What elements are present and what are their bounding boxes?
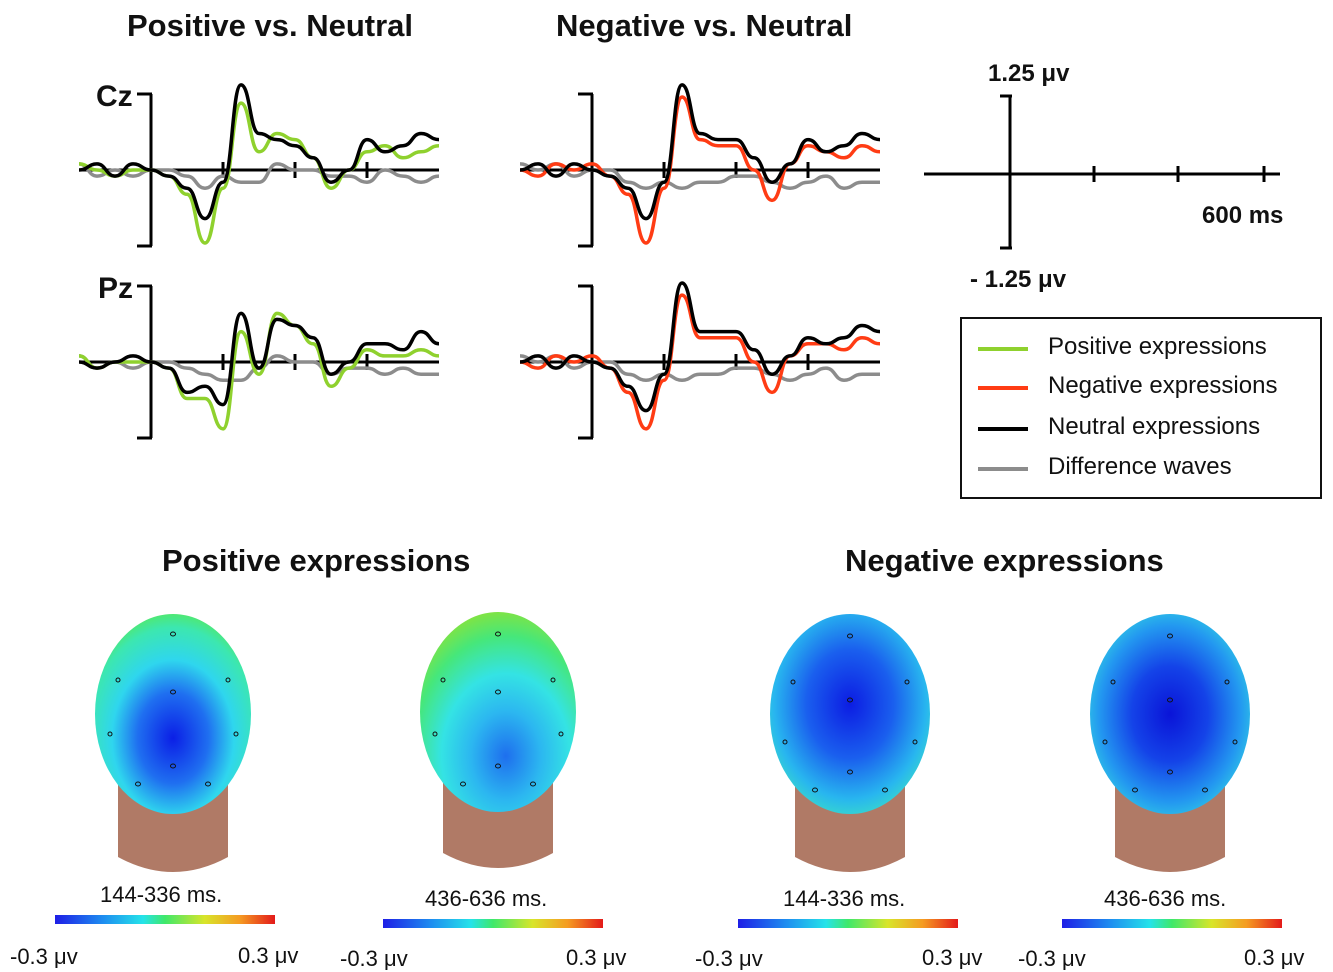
- title-negative-vs-neutral: Negative vs. Neutral: [556, 8, 853, 43]
- series-line-negative-expressions: [519, 293, 881, 431]
- legend-swatch-positive: [978, 347, 1028, 351]
- colorbar: [383, 919, 603, 928]
- topomap-positive-early: [95, 614, 251, 872]
- electrode-label-cz: Cz: [96, 80, 133, 113]
- title-negative-expressions: Negative expressions: [845, 543, 1164, 578]
- topomap-positive-late: [420, 612, 576, 868]
- colorbar-min-label: -0.3 μv: [340, 946, 408, 971]
- legend-item-positive: Positive expressions: [962, 329, 1320, 369]
- series-line-difference-waves: [519, 354, 880, 382]
- erp-panel-positive-pz: [78, 284, 440, 440]
- colorbar-max-label: 0.3 μv: [238, 943, 299, 968]
- legend-label: Neutral expressions: [1048, 413, 1261, 440]
- scale-time-label: 600 ms: [1202, 202, 1284, 229]
- topomap-time-window: 144-336 ms.: [100, 882, 223, 907]
- electrode-label-pz: Pz: [98, 272, 134, 305]
- topomap-time-window: 436-636 ms.: [1104, 886, 1227, 911]
- colorbar-min-label: -0.3 μv: [10, 944, 78, 969]
- colorbar-max-label: 0.3 μv: [922, 945, 983, 970]
- legend-label: Difference waves: [1048, 453, 1232, 480]
- colorbar: [738, 919, 958, 928]
- title-positive-vs-neutral: Positive vs. Neutral: [127, 8, 414, 43]
- legend-item-difference: Difference waves: [962, 449, 1320, 489]
- series-line-difference-waves: [78, 162, 440, 190]
- legend: Positive expressions Negative expression…: [960, 317, 1322, 499]
- title-positive-expressions: Positive expressions: [162, 543, 471, 578]
- colorbar-min-label: -0.3 μv: [695, 946, 763, 971]
- legend-swatch-difference: [978, 467, 1028, 471]
- colorbar-min-label: -0.3 μv: [1018, 946, 1086, 971]
- legend-label: Positive expressions: [1048, 333, 1267, 360]
- legend-item-negative: Negative expressions: [962, 368, 1320, 408]
- series-line-neutral-expressions: [519, 83, 881, 221]
- series-line-neutral-expressions: [78, 311, 440, 407]
- topomap-time-window: 144-336 ms.: [783, 886, 906, 911]
- colorbar-max-label: 0.3 μv: [1244, 945, 1305, 970]
- series-line-neutral-expressions: [519, 281, 881, 413]
- topomap-negative-late: [1090, 614, 1250, 872]
- legend-item-neutral: Neutral expressions: [962, 409, 1320, 449]
- scale-bar: [924, 94, 1280, 250]
- legend-swatch-neutral: [978, 427, 1028, 431]
- legend-swatch-negative: [978, 386, 1028, 390]
- erp-panel-negative-cz: [519, 83, 881, 248]
- scale-bottom-label: - 1.25 μv: [970, 266, 1067, 293]
- series-line-neutral-expressions: [78, 83, 440, 221]
- erp-panel-negative-pz: [519, 281, 881, 440]
- erp-panel-positive-cz: [78, 83, 440, 248]
- topomap-negative-early: [770, 614, 930, 872]
- colorbar-max-label: 0.3 μv: [566, 945, 627, 970]
- legend-label: Negative expressions: [1048, 372, 1278, 399]
- colorbar: [55, 915, 275, 924]
- series-line-positive-expressions: [78, 311, 440, 431]
- scale-top-label: 1.25 μv: [988, 60, 1070, 87]
- series-line-difference-waves: [519, 162, 880, 190]
- topomap-time-window: 436-636 ms.: [425, 886, 548, 911]
- series-line-positive-expressions: [78, 101, 440, 245]
- colorbar: [1062, 919, 1282, 928]
